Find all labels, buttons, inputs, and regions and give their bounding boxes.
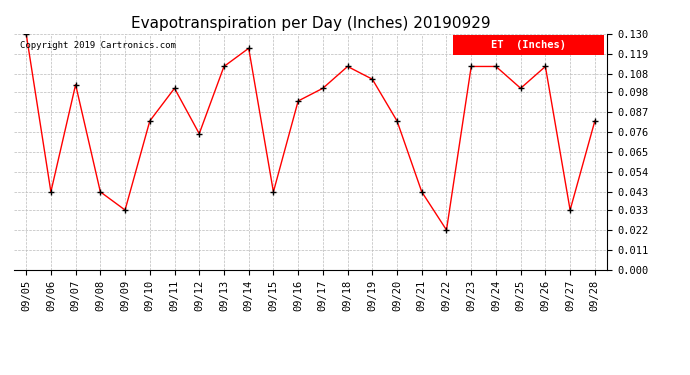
- Text: Copyright 2019 Cartronics.com: Copyright 2019 Cartronics.com: [20, 41, 176, 50]
- Title: Evapotranspiration per Day (Inches) 20190929: Evapotranspiration per Day (Inches) 2019…: [130, 16, 491, 31]
